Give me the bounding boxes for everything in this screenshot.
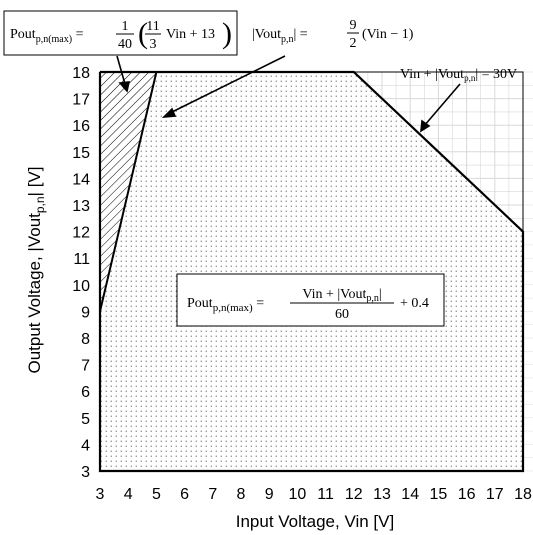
svg-text:2: 2 — [350, 36, 357, 51]
y-tick-label: 9 — [81, 304, 90, 321]
y-tick-labels: 3 4 5 6 7 8 9 10 11 12 13 14 15 16 17 18 — [72, 65, 90, 481]
svg-text:60: 60 — [335, 307, 349, 322]
arrow-to-hatched-region — [116, 55, 131, 93]
slanted-boundary-line — [99, 71, 158, 312]
y-tick-label: 18 — [72, 65, 90, 82]
svg-text:9: 9 — [350, 18, 357, 33]
y-tick-label: 4 — [81, 437, 90, 454]
x-tick-label: 5 — [152, 486, 161, 503]
svg-text:(: ( — [138, 17, 148, 50]
x-tick-label: 9 — [265, 486, 274, 503]
equation-vin-plus-vout-limit: Vin + |Voutp,n| = 30V — [400, 67, 517, 83]
arrow-to-slanted-boundary — [161, 55, 286, 118]
x-tick-label: 15 — [430, 486, 448, 503]
svg-text:Vin + |Voutp,n|: Vin + |Voutp,n| — [302, 287, 381, 304]
x-tick-label: 10 — [289, 486, 307, 503]
arrow-to-diagonal-limit — [420, 83, 461, 133]
y-tick-label: 13 — [72, 198, 90, 215]
x-tick-labels: 3 4 5 6 7 8 9 10 11 12 13 14 15 16 17 18 — [96, 486, 532, 503]
y-tick-label: 10 — [72, 278, 90, 295]
y-tick-label: 5 — [81, 411, 90, 428]
equation-pout-max-region: Poutp,n(max) = Vin + |Voutp,n| 60 + 0.4 — [176, 273, 445, 327]
svg-text:+ 0.4: + 0.4 — [400, 296, 429, 311]
y-tick-label: 12 — [72, 225, 90, 242]
svg-text:3: 3 — [150, 37, 157, 52]
x-axis-title: Input Voltage, Vin [V] — [236, 512, 394, 531]
x-tick-label: 13 — [373, 486, 391, 503]
y-tick-label: 16 — [72, 118, 90, 135]
x-tick-label: 11 — [317, 486, 334, 503]
y-tick-label: 6 — [81, 384, 90, 401]
annotation-arrows — [116, 55, 461, 133]
x-tick-label: 12 — [345, 486, 363, 503]
svg-text:(Vin − 1): (Vin − 1) — [362, 27, 414, 42]
svg-text:1: 1 — [122, 19, 129, 34]
svg-text:Vin + |Voutp,n| = 30V: Vin + |Voutp,n| = 30V — [400, 67, 517, 83]
x-tick-label: 7 — [208, 486, 217, 503]
y-tick-label: 8 — [81, 331, 90, 348]
equation-pout-max-low-vin: Poutp,n(max) = 1 40 ( 11 3 Vin + 13 ) — [3, 10, 238, 56]
y-tick-label: 14 — [72, 171, 90, 188]
y-tick-label: 17 — [72, 92, 90, 109]
y-tick-label: 7 — [81, 358, 90, 375]
dotted-operating-region — [100, 72, 523, 471]
x-tick-label: 8 — [237, 486, 246, 503]
svg-text:Vin + 13: Vin + 13 — [166, 27, 215, 42]
equation-vout-boundary: |Voutp,n| = 9 2 (Vin − 1) — [252, 18, 414, 51]
svg-text:): ) — [222, 17, 232, 50]
svg-text:|Voutp,n| =: |Voutp,n| = — [252, 27, 308, 45]
x-tick-label: 18 — [514, 486, 532, 503]
svg-text:40: 40 — [118, 37, 132, 52]
y-tick-label: 11 — [73, 251, 90, 268]
svg-text:Poutp,n(max) =: Poutp,n(max) = — [10, 27, 84, 45]
plot-frame — [99, 71, 524, 472]
y-tick-label: 3 — [81, 464, 90, 481]
y-axis-title: Output Voltage, |Voutp,n| [V] — [25, 167, 47, 374]
svg-text:11: 11 — [146, 19, 159, 34]
svg-text:Poutp,n(max) =: Poutp,n(max) = — [187, 296, 264, 314]
x-tick-label: 4 — [124, 486, 133, 503]
x-tick-label: 17 — [486, 486, 504, 503]
areas — [98, 70, 525, 473]
x-tick-label: 3 — [96, 486, 105, 503]
y-tick-label: 15 — [72, 145, 90, 162]
x-tick-label: 14 — [401, 486, 419, 503]
x-tick-label: 16 — [458, 486, 476, 503]
x-tick-label: 6 — [180, 486, 189, 503]
